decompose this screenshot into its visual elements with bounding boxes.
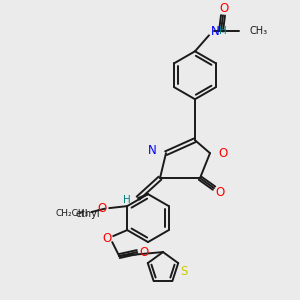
Text: N: N — [211, 25, 220, 38]
Text: H: H — [219, 26, 227, 36]
Text: O: O — [219, 2, 229, 15]
Text: S: S — [181, 265, 188, 278]
Text: O: O — [215, 186, 225, 199]
Text: O: O — [218, 147, 227, 160]
Text: ethyl: ethyl — [76, 209, 101, 219]
Text: CH₂CH₃: CH₂CH₃ — [56, 208, 89, 217]
Text: H: H — [123, 195, 131, 205]
Text: CH₃: CH₃ — [249, 26, 267, 36]
Text: O: O — [140, 246, 149, 259]
Text: O: O — [98, 202, 107, 214]
Text: N: N — [148, 144, 157, 157]
Text: O: O — [103, 232, 112, 244]
